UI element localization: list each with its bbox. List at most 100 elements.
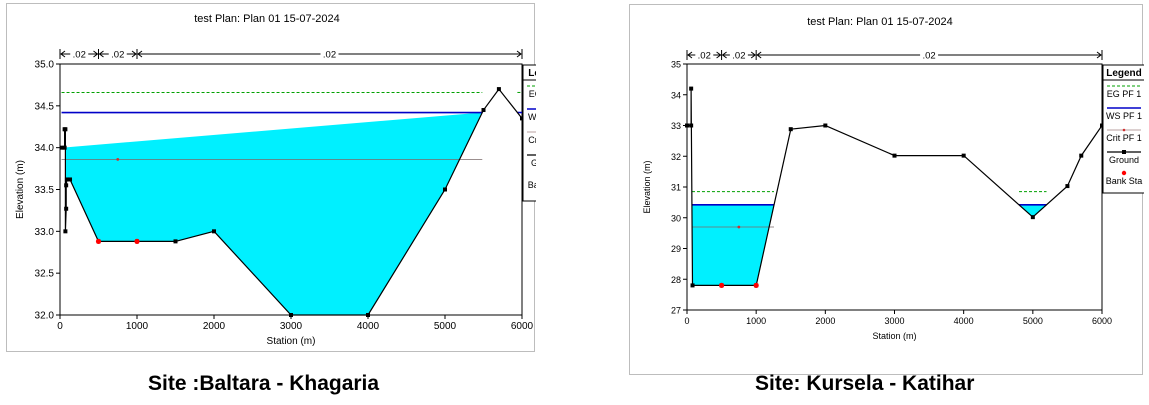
ground-point (443, 187, 447, 192)
ground-point (892, 153, 897, 158)
ground-point (63, 127, 68, 132)
x-tick-label: 2000 (203, 321, 226, 332)
crit-marker (116, 157, 120, 161)
legend-label-ws: WS PF 1 (1106, 111, 1142, 121)
x-tick-label: 6000 (511, 321, 534, 332)
legend-label-bank: Bank Sta (528, 180, 536, 190)
bank-station-point (95, 238, 102, 244)
bank-station-point (134, 238, 140, 244)
ground-point (59, 145, 64, 150)
legend-swatch-bank (1121, 170, 1127, 176)
mannings-n-label: .02 (73, 50, 86, 61)
bank-station-point (753, 282, 759, 288)
ground-point (64, 183, 69, 188)
legend-title: Legend (528, 68, 536, 79)
cross-section-chart-kursela: test Plan: Plan 01 15-07-2024 0 1000 2000 30… (642, 16, 1144, 341)
chart-panel-baltara: test Plan: Plan 01 15-07-2024 0 1000 2000 30… (6, 3, 536, 352)
y-tick-label: 34.5 (35, 101, 55, 112)
chart-title: test Plan: Plan 01 15-07-2024 (194, 13, 340, 25)
legend-label-crit: Crit PF 1 (528, 135, 536, 145)
ground-point (689, 123, 694, 128)
legend-label-eg: EG PF 1 (529, 89, 536, 99)
legend-label-ground: Ground (531, 158, 536, 168)
legend-swatch-ground-point (1122, 150, 1126, 154)
y-tick-label: 34 (671, 90, 681, 100)
mannings-n-label: .02 (698, 51, 711, 62)
x-axis-title: Station (m) (267, 336, 316, 347)
x-tick-label: 4000 (954, 316, 974, 326)
y-tick-label: 28 (671, 275, 681, 285)
mannings-n-label: .02 (922, 51, 935, 62)
legend-label-bank: Bank Sta (1106, 176, 1143, 186)
y-tick-label: 29 (671, 244, 681, 254)
y-tick-label: 33 (671, 121, 681, 131)
y-tick-label: 35 (671, 60, 681, 70)
legend-swatch-crit-marker (1122, 128, 1126, 132)
mannings-arrow (721, 51, 727, 59)
y-tick-label: 32.5 (35, 269, 55, 280)
ground-point (481, 108, 486, 113)
x-axis-title: Station (m) (872, 331, 916, 341)
crit-marker (737, 225, 741, 229)
x-tick-label: 0 (57, 321, 63, 332)
x-tick-label: 1000 (746, 316, 766, 326)
ground-point (173, 239, 178, 244)
x-tick-label: 3000 (280, 321, 303, 332)
y-axis-title: Elevation (m) (15, 160, 26, 219)
mannings-arrow (98, 50, 104, 58)
mannings-arrow (687, 51, 693, 59)
water-area-0 (692, 204, 774, 286)
mannings-arrow (716, 51, 722, 59)
y-tick-label: 32 (671, 152, 681, 162)
chart-panel-kursela: test Plan: Plan 01 15-07-2024 0 1000 2000 30… (629, 4, 1144, 375)
ground-point (690, 283, 695, 288)
ground-point (64, 177, 69, 182)
ground-point (63, 229, 68, 234)
mannings-arrow (516, 50, 522, 58)
legend-label-ws: WS PF 1 (528, 112, 536, 122)
ground-point (64, 206, 69, 211)
y-tick-label: 32.0 (35, 311, 55, 322)
legend-label-ground: Ground (1109, 155, 1139, 165)
legend-label-eg: EG PF 1 (1107, 89, 1142, 99)
site-caption-kursela: Site: Kursela - Katihar (755, 372, 975, 395)
chart-title: test Plan: Plan 01 15-07-2024 (807, 16, 953, 28)
y-tick-label: 27 (671, 306, 681, 316)
mannings-n-label: .02 (323, 50, 336, 61)
y-tick-label: 31 (671, 183, 681, 193)
bank-station-point (718, 282, 725, 288)
mannings-n-label: .02 (111, 50, 124, 61)
ground-point (1065, 184, 1070, 189)
mannings-arrow (137, 50, 143, 58)
ground-point (212, 229, 216, 234)
ground-point (496, 87, 501, 92)
mannings-arrow (93, 50, 99, 58)
mannings-arrow (60, 50, 66, 58)
legend-title: Legend (1106, 68, 1142, 79)
ground-point (788, 127, 793, 132)
ground-point (1100, 123, 1104, 128)
mannings-arrow (756, 51, 762, 59)
mannings-arrow (750, 51, 757, 59)
x-tick-label: 6000 (1092, 316, 1112, 326)
x-tick-label: 2000 (815, 316, 835, 326)
water-area-0 (61, 112, 483, 315)
legend-box (522, 64, 536, 202)
mannings-arrow (131, 50, 137, 58)
cross-section-chart-baltara: test Plan: Plan 01 15-07-2024 0 1000 2000 30… (15, 13, 536, 347)
x-tick-label: 5000 (1023, 316, 1043, 326)
y-tick-label: 30 (671, 213, 681, 223)
x-tick-label: 0 (684, 316, 689, 326)
ground-line (687, 88, 1103, 286)
mannings-n-label: .02 (732, 51, 745, 62)
ground-point (1079, 153, 1084, 158)
y-tick-label: 33.5 (35, 185, 55, 196)
y-axis-title: Elevation (m) (642, 160, 652, 213)
y-tick-label: 34.0 (35, 143, 55, 154)
water-area-1 (1019, 204, 1047, 218)
y-tick-label: 33.0 (35, 227, 55, 238)
site-caption-baltara: Site :Baltara - Khagaria (148, 372, 380, 395)
ground-point (823, 123, 828, 128)
ground-point (689, 86, 694, 91)
ground-point (520, 116, 524, 121)
